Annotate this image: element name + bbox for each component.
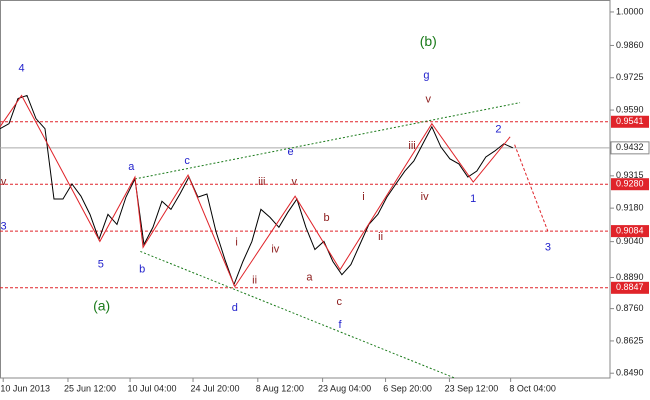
wave-label: v	[291, 176, 297, 188]
wave-label: i	[362, 191, 364, 203]
wave-label: 4	[19, 62, 25, 74]
wave-label: ii	[252, 275, 257, 287]
level-label-box	[611, 115, 649, 128]
trendline	[134, 102, 521, 180]
y-tick-label: 0.8890	[616, 272, 644, 282]
wave-label: a	[306, 272, 313, 284]
wave-label: 1	[470, 193, 476, 205]
current-price-box	[610, 141, 650, 155]
x-tick-label: 6 Sep 20:00	[383, 383, 432, 393]
current-price-label: 0.9432	[616, 142, 644, 152]
wave-label: f	[339, 319, 343, 331]
price-line	[0, 94, 514, 287]
wave-label: i	[235, 236, 237, 248]
wave-label: 5	[98, 259, 104, 271]
wave-label: 2	[495, 124, 501, 136]
y-tick-label: 0.9180	[616, 203, 644, 213]
y-tick-label: 0.9040	[616, 236, 644, 246]
level-label-box	[611, 178, 649, 191]
wave-label: b	[139, 264, 145, 276]
y-tick-label: 0.8760	[616, 303, 644, 313]
wave-path	[0, 94, 511, 288]
y-tick-label: 1.0000	[616, 6, 644, 16]
x-tick-label: 8 Aug 12:00	[256, 383, 304, 393]
x-tick-label: 23 Aug 04:00	[318, 383, 371, 393]
wave-label: v	[426, 93, 432, 105]
plot-frame	[0, 0, 611, 379]
wave-label: iv	[421, 191, 429, 203]
wave-label: iii	[408, 140, 415, 152]
wave-label: iii	[258, 176, 265, 188]
wave-label: c	[336, 296, 342, 308]
wave-label: g	[423, 69, 429, 81]
level-label: 0.8847	[616, 282, 644, 292]
x-tick-label: 23 Sep 12:00	[445, 383, 499, 393]
y-tick-label: 0.8490	[616, 368, 644, 378]
wave-label: iv	[271, 243, 279, 255]
level-label: 0.9280	[616, 179, 644, 189]
level-label-box	[611, 225, 649, 238]
wave-projection	[514, 144, 549, 232]
x-tick-label: 10 Jul 04:00	[128, 383, 177, 393]
level-label: 0.9541	[616, 116, 644, 126]
wave-label: (a)	[93, 298, 110, 314]
wave-label: ii	[378, 231, 383, 243]
y-tick-label: 0.9315	[616, 170, 644, 180]
x-tick-label: 25 Jun 12:00	[64, 383, 116, 393]
y-tick-label: 0.8625	[616, 335, 644, 345]
wave-label: c	[184, 155, 190, 167]
y-tick-label: 0.9860	[616, 40, 644, 50]
wave-label: e	[288, 146, 294, 158]
wave-label: a	[128, 161, 135, 173]
wave-label: 3	[545, 241, 551, 253]
x-tick-label: 24 Jul 20:00	[191, 383, 240, 393]
trendline	[140, 250, 456, 379]
wave-label: d	[232, 302, 238, 314]
wave-label: v	[1, 176, 7, 188]
y-tick-label: 0.9590	[616, 104, 644, 114]
level-label-box	[611, 281, 649, 294]
x-tick-label: 8 Oct 04:00	[509, 383, 556, 393]
level-label: 0.9084	[616, 225, 644, 235]
y-tick-label: 0.9725	[616, 72, 644, 82]
wave-label: b	[324, 212, 330, 224]
wave-label: 3	[1, 220, 7, 232]
x-tick-label: 10 Jun 2013	[0, 383, 50, 393]
wave-label: (b)	[420, 33, 437, 49]
